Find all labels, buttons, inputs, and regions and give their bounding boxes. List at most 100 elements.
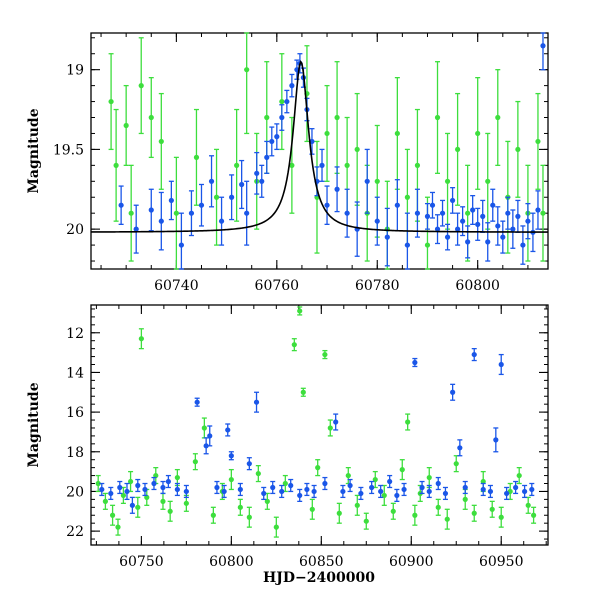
blue-data-point (148, 188, 154, 232)
blue-data-point (124, 482, 130, 501)
blue-data-point (522, 484, 528, 499)
blue-data-point (535, 190, 541, 230)
blue-data-point (358, 486, 364, 501)
blue-data-point (174, 482, 180, 497)
blue-marker (535, 207, 541, 213)
green-marker (381, 492, 387, 499)
green-data-point (160, 492, 166, 510)
green-marker (291, 342, 297, 348)
green-data-point (273, 516, 279, 538)
blue-marker (485, 239, 491, 245)
green-data-point (334, 61, 340, 174)
green-data-point (246, 506, 252, 528)
green-marker (273, 524, 279, 530)
green-marker (535, 138, 541, 145)
green-marker (516, 472, 522, 479)
blue-marker (434, 226, 441, 232)
blue-marker (444, 234, 451, 240)
blue-marker (270, 484, 276, 491)
blue-marker (253, 399, 260, 405)
top-data-points (108, 32, 546, 270)
blue-marker (124, 488, 130, 495)
green-data-point (192, 453, 198, 471)
green-marker (109, 512, 116, 518)
green-data-point (108, 53, 114, 151)
green-data-point (327, 419, 333, 437)
green-marker (160, 498, 166, 504)
blue-marker (207, 433, 213, 439)
green-marker (193, 154, 200, 160)
green-marker (309, 506, 315, 512)
blue-marker (288, 482, 294, 489)
green-marker (324, 130, 330, 137)
blue-data-point (485, 222, 491, 262)
blue-data-point (429, 191, 436, 219)
green-marker (455, 146, 461, 153)
blue-data-point (540, 32, 546, 71)
blue-data-point (347, 478, 353, 493)
green-data-point (507, 482, 513, 501)
blue-data-point (288, 478, 294, 493)
blue-marker (510, 226, 516, 232)
green-data-point (304, 45, 310, 143)
top-panel: 60740 60760 60780 60800 19 19.5 20 Magnitude (26, 32, 549, 294)
blue-data-point (504, 486, 510, 501)
blue-data-point (387, 474, 393, 489)
blue-marker (462, 484, 468, 491)
blue-marker (495, 223, 501, 229)
green-data-point (109, 504, 116, 526)
green-data-point (531, 506, 537, 524)
blue-data-point (384, 207, 390, 267)
blue-marker (214, 484, 220, 491)
green-marker (144, 494, 150, 500)
green-data-point (354, 494, 360, 516)
blue-data-point (168, 180, 174, 221)
green-data-point (495, 69, 501, 167)
green-data-point (138, 328, 144, 350)
blue-marker (237, 486, 243, 493)
blue-data-point (108, 486, 114, 501)
blue-marker (151, 480, 157, 487)
blue-marker (261, 490, 267, 497)
y-tick-label: 14 (66, 365, 84, 381)
blue-data-point (218, 196, 225, 246)
blue-marker (498, 361, 504, 368)
green-data-point (193, 108, 200, 206)
green-marker (471, 510, 477, 516)
blue-data-point (401, 482, 407, 497)
blue-marker (229, 194, 235, 200)
blue-marker (168, 197, 174, 204)
x-tick-label: 60760 (255, 278, 300, 294)
blue-data-point (498, 353, 504, 376)
blue-marker (449, 197, 456, 204)
blue-marker (274, 134, 280, 140)
blue-data-point (151, 476, 157, 491)
green-data-point (279, 53, 285, 151)
green-marker (234, 162, 240, 168)
green-data-point (244, 32, 250, 135)
blue-marker (347, 482, 353, 489)
green-marker (135, 504, 141, 510)
green-marker (264, 498, 270, 504)
green-data-point (291, 338, 297, 352)
green-data-point (485, 132, 491, 230)
green-marker (444, 178, 451, 184)
green-marker (148, 114, 154, 121)
green-data-point (363, 512, 369, 530)
blue-data-point (135, 478, 141, 493)
blue-marker (297, 492, 303, 499)
blue-marker (284, 98, 290, 105)
blue-data-point (237, 482, 243, 497)
green-marker (405, 419, 411, 425)
blue-marker (470, 207, 476, 213)
y-tick-label: 16 (66, 405, 84, 421)
blue-marker (515, 213, 521, 219)
blue-data-point (289, 73, 295, 98)
blue-data-point (344, 188, 350, 238)
blue-data-point (239, 159, 245, 210)
green-marker (138, 83, 144, 89)
blue-data-point (435, 476, 441, 491)
green-data-point (426, 466, 432, 489)
blue-data-point (198, 183, 205, 227)
blue-data-point (129, 496, 135, 514)
